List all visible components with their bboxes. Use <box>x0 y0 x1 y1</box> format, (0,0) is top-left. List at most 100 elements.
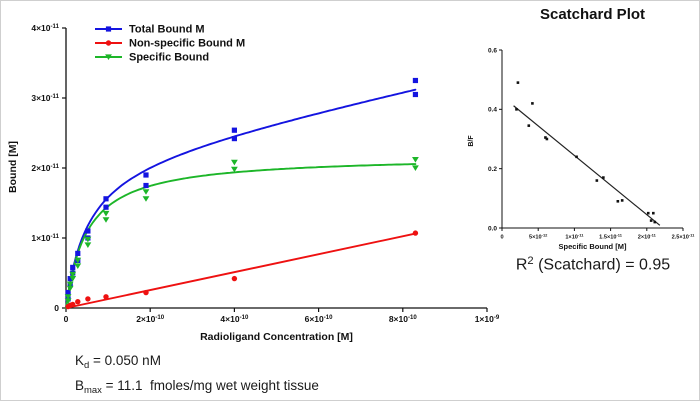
total-bound-m-point <box>67 276 73 282</box>
scatchard-point <box>595 179 599 182</box>
non-specific-bound-m-curve <box>65 232 417 309</box>
legend-marker-specific-bound <box>105 54 112 60</box>
specific-bound-point <box>64 294 72 300</box>
scatchard-point <box>527 124 531 127</box>
non-specific-bound-m-point <box>75 299 81 305</box>
specific-bound-point <box>102 217 110 223</box>
fit-parameters-annotation: Kd = 0.050 nM Bmax = 11.1 fmoles/mg wet … <box>75 351 319 401</box>
total-bound-m-point <box>70 264 76 270</box>
specific-bound-point <box>74 263 82 269</box>
specific-bound-point <box>102 210 110 217</box>
r2-sup: 2 <box>527 255 534 267</box>
total-bound-m-point <box>412 91 419 98</box>
specific-bound-point <box>66 281 74 288</box>
scatchard-point <box>646 211 650 215</box>
total-bound-m-point <box>103 196 109 202</box>
non-specific-bound-m-point <box>70 301 76 308</box>
non-specific-bound-m-point <box>143 289 149 296</box>
specific-bound-point <box>231 159 238 166</box>
y-tick-label: 2×10-11 <box>31 163 59 173</box>
scatchard-point <box>653 220 657 224</box>
x-tick-label: 2×10-11 <box>638 232 657 240</box>
total-bound-m-point <box>143 172 149 178</box>
scatchard-point <box>515 108 518 111</box>
y-axis-title: Bound [M] <box>7 141 19 193</box>
specific-bound-point <box>69 276 77 282</box>
y-tick-label: 0 <box>54 303 59 313</box>
kd-base: K <box>75 353 85 368</box>
specific-bound-point <box>142 189 150 195</box>
specific-bound-point <box>74 257 82 264</box>
total-bound-m-point <box>85 228 91 234</box>
specific-bound-point <box>66 285 74 292</box>
kd-sub: d <box>84 359 90 371</box>
total-bound-m-point <box>103 204 109 210</box>
total-bound-m-point <box>75 250 81 256</box>
kd-line: Kd = 0.050 nM <box>75 351 319 376</box>
x-tick-label: 0 <box>64 314 69 324</box>
saturation-binding-chart: 0 1×10-11 2×10-11 3×10-11 4×10-11 0 2×10-10 4×1… <box>7 23 500 343</box>
specific-bound-curve <box>65 163 417 309</box>
axes <box>65 28 487 309</box>
scatchard-point <box>616 199 620 203</box>
r-squared-annotation: R2 (Scatchard) = 0.95 <box>478 255 700 275</box>
axes <box>501 49 683 229</box>
y-tick-label: 3×10-11 <box>31 93 59 103</box>
legend-label-specific-bound: Specific Bound <box>129 52 209 64</box>
r2-base: R <box>515 256 528 274</box>
y-tick-label: 0.4 <box>488 107 497 114</box>
scatchard-trend-line <box>513 105 661 226</box>
non-specific-bound-m-point <box>103 294 109 300</box>
non-specific-bound-m-point <box>85 296 91 302</box>
x-tick-label: 4×10-10 <box>220 314 249 324</box>
x-tick-label: 6×10-10 <box>305 314 334 324</box>
kd-rest: = 0.050 nM <box>89 353 161 368</box>
scatchard-point <box>620 199 624 202</box>
legend-label-total-bound-m: Total Bound M <box>129 24 205 36</box>
x-axis-title: Radioligand Concentration [M] <box>200 331 353 343</box>
total-bound-m-point <box>231 136 237 142</box>
x-tick-label: 5×10-12 <box>529 232 548 240</box>
specific-bound-point <box>84 242 92 248</box>
scatchard-point <box>652 211 655 215</box>
y-tick-label: 4×10-11 <box>31 23 59 33</box>
x-tick-label: 0 <box>500 235 503 241</box>
legend-label-non-specific-bound-m: Non-specific Bound M <box>129 38 245 50</box>
specific-bound-point <box>84 236 92 243</box>
y-tick-label: 0.2 <box>488 166 497 173</box>
x-tick-label: 2×10-10 <box>136 314 165 324</box>
specific-bound-point <box>412 165 419 171</box>
scatchard-chart: 0.0 0.2 0.4 0.6 0 5×10-12 1×10-11 1.5×10-11 2×10… <box>468 47 696 251</box>
bmax-rest: = 11.1 fmoles/mg wet weight tissue <box>101 377 319 393</box>
bmax-line: Bmax = 11.1 fmoles/mg wet weight tissue <box>75 376 319 401</box>
non-specific-bound-m-point <box>412 230 419 236</box>
total-bound-m-point <box>412 77 419 84</box>
scatchard-point <box>602 176 605 179</box>
specific-bound-point <box>142 196 150 202</box>
total-bound-m-point <box>65 290 71 296</box>
x-tick-label: 2.5×10-11 <box>672 232 696 240</box>
scatchard-point <box>531 102 534 105</box>
specific-bound-point <box>64 298 72 304</box>
total-bound-m-point <box>231 127 237 133</box>
specific-bound-point <box>69 271 77 278</box>
scatchard-plot-title: Scatchard Plot <box>539 6 646 23</box>
specific-bound-point <box>412 157 419 163</box>
scatchard-point <box>516 81 520 84</box>
y-tick-label: 0.6 <box>488 47 497 54</box>
bmax-base: B <box>75 377 85 393</box>
y-tick-label: 1×10-11 <box>31 233 59 243</box>
x-axis-title: Specific Bound [M] <box>559 242 627 251</box>
non-specific-bound-m-point <box>231 275 238 282</box>
scatchard-point <box>575 155 578 159</box>
x-tick-label: 1.5×10-11 <box>599 232 623 240</box>
scatchard-point <box>649 219 653 222</box>
bmax-sub: max <box>84 384 102 396</box>
r2-rest: (Scatchard) = 0.95 <box>533 256 671 274</box>
scatchard-point <box>544 136 547 139</box>
y-axis-title: B/F <box>468 135 475 147</box>
total-bound-m-point <box>143 182 149 189</box>
x-tick-label: 8×10-10 <box>389 314 418 324</box>
x-tick-label: 1×10-11 <box>565 232 584 240</box>
